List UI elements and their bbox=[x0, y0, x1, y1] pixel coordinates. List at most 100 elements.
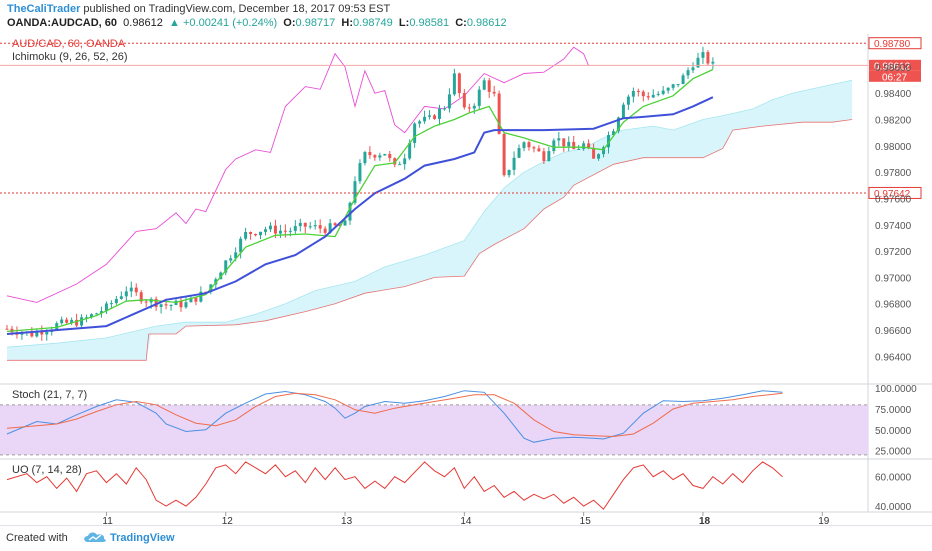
candle-body bbox=[621, 104, 625, 118]
candle-body bbox=[199, 291, 203, 302]
candle bbox=[194, 297, 198, 306]
candle bbox=[547, 146, 551, 162]
candle bbox=[293, 220, 297, 235]
price-tick-label: 0.98400 bbox=[875, 89, 912, 100]
senkou-span-a-line bbox=[6, 79, 853, 348]
candle bbox=[512, 151, 516, 176]
tradingview-brand[interactable]: TradingView bbox=[110, 532, 175, 544]
main-chart-title: AUD/CAD, 60, OANDA bbox=[12, 38, 126, 50]
candle bbox=[249, 231, 253, 240]
time-tick-label: 18 bbox=[699, 516, 711, 525]
candle bbox=[711, 57, 715, 70]
candle-body bbox=[264, 229, 267, 232]
candle-body bbox=[631, 90, 635, 97]
candle bbox=[487, 77, 491, 98]
close-label: C: bbox=[455, 17, 467, 29]
symbol-label: OANDA:AUDCAD, 60 bbox=[7, 17, 118, 29]
candle-body bbox=[507, 169, 511, 176]
candle-body bbox=[587, 143, 591, 149]
candle-body bbox=[303, 222, 307, 227]
candle bbox=[90, 313, 93, 319]
candle-body bbox=[602, 147, 606, 155]
candle-body bbox=[5, 328, 9, 330]
candle bbox=[447, 88, 451, 113]
candle-body bbox=[353, 181, 357, 203]
candle bbox=[666, 87, 670, 94]
candle bbox=[35, 328, 39, 338]
candle-body bbox=[527, 142, 531, 148]
candle-body bbox=[60, 319, 64, 324]
candle-body bbox=[343, 220, 347, 226]
current-price-box bbox=[869, 59, 921, 71]
stoch-title: Stoch (21, 7, 7) bbox=[12, 389, 87, 401]
stoch-tick-label: 100.0000 bbox=[875, 384, 917, 395]
candle bbox=[368, 146, 372, 159]
tradingview-cloud-icon bbox=[84, 532, 106, 542]
candle-body bbox=[338, 225, 342, 227]
candle bbox=[99, 306, 103, 318]
candle-body bbox=[492, 91, 496, 94]
current-price-text: 0.98612 bbox=[874, 61, 911, 72]
candle-body bbox=[293, 226, 297, 231]
candle-body bbox=[55, 323, 59, 330]
candle bbox=[70, 317, 74, 326]
candle-body bbox=[298, 222, 302, 227]
candle-body bbox=[244, 232, 248, 239]
candle bbox=[303, 222, 307, 234]
candle bbox=[467, 103, 471, 113]
candle bbox=[268, 222, 272, 233]
candle-body bbox=[90, 314, 93, 318]
candle-body bbox=[582, 143, 586, 149]
candle-body bbox=[423, 116, 427, 122]
candle bbox=[597, 153, 601, 161]
candle-body bbox=[611, 131, 615, 136]
high-label: H: bbox=[341, 17, 354, 29]
candle bbox=[582, 140, 586, 151]
candle bbox=[119, 291, 123, 300]
time-tick-label: 13 bbox=[341, 516, 353, 525]
bar-timer-text: 06:27 bbox=[882, 72, 907, 83]
candle-body bbox=[597, 154, 601, 159]
stoch-tick-label: 50.0000 bbox=[875, 426, 912, 437]
candle bbox=[224, 259, 228, 276]
last-price: 0.98612 bbox=[123, 17, 163, 29]
candle-body bbox=[318, 225, 322, 229]
low-label: L: bbox=[398, 17, 410, 29]
candle-body bbox=[313, 225, 317, 227]
time-tick-label: 15 bbox=[580, 516, 592, 525]
candle bbox=[457, 72, 461, 98]
candle-body bbox=[363, 152, 367, 164]
candle-body bbox=[472, 105, 476, 109]
candle-body bbox=[532, 147, 536, 149]
candle bbox=[60, 316, 64, 325]
price-label-box bbox=[868, 37, 922, 50]
candle-body bbox=[696, 57, 700, 68]
candle-body bbox=[706, 52, 710, 64]
candle bbox=[383, 153, 387, 156]
candle-body bbox=[607, 135, 610, 148]
candle-body bbox=[661, 90, 665, 94]
candle-body bbox=[497, 93, 501, 134]
price-tick-label: 0.97200 bbox=[875, 247, 912, 258]
candle bbox=[706, 50, 710, 67]
author-link[interactable]: TheCaliTrader bbox=[7, 3, 81, 15]
candle bbox=[109, 300, 113, 310]
candle-body bbox=[224, 260, 228, 273]
candle-body bbox=[442, 108, 446, 110]
candle bbox=[442, 106, 446, 111]
bar-timer-box bbox=[869, 70, 921, 82]
candle-body bbox=[502, 133, 506, 176]
candle bbox=[567, 136, 571, 152]
candle-body bbox=[45, 331, 49, 335]
candle-body bbox=[388, 153, 392, 159]
candle-body bbox=[522, 142, 526, 149]
candle-body bbox=[383, 153, 387, 156]
candle bbox=[388, 150, 392, 162]
price-tick-label: 0.96600 bbox=[875, 326, 912, 337]
price-tick-label: 0.98600 bbox=[875, 63, 912, 74]
candle bbox=[129, 281, 133, 298]
candle-body bbox=[542, 151, 546, 161]
candle-body bbox=[119, 296, 123, 299]
candle bbox=[428, 110, 432, 120]
